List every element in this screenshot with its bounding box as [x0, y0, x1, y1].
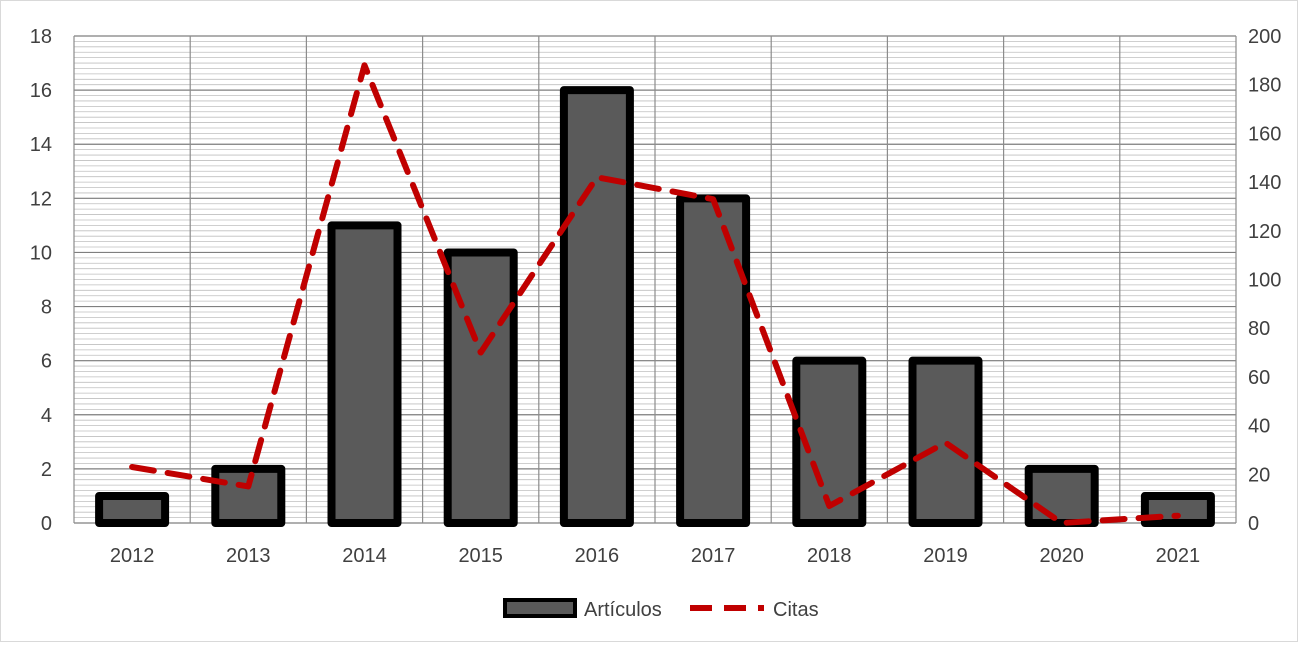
left-y-tick-label: 6 — [41, 351, 52, 373]
left-y-axis: 0 2 4 6 8 10 12 14 16 18 — [30, 26, 52, 535]
bar-articulos-2020[interactable] — [1024, 464, 1099, 527]
left-y-tick-label: 2 — [41, 459, 52, 481]
right-y-tick-label: 140 — [1248, 172, 1281, 194]
x-tick-label: 2012 — [110, 545, 155, 567]
legend-item-articulos[interactable]: Artículos — [503, 598, 662, 621]
left-y-tick-label: 14 — [30, 134, 52, 156]
right-y-tick-label: 200 — [1248, 26, 1281, 48]
x-tick-label: 2018 — [807, 545, 852, 567]
left-y-tick-label: 4 — [41, 405, 52, 427]
left-y-tick-label: 18 — [30, 26, 52, 48]
bar-articulos-2013[interactable] — [211, 464, 286, 527]
legend: Artículos Citas — [503, 598, 819, 621]
right-y-tick-label: 20 — [1248, 464, 1270, 486]
bar-articulos-2014[interactable] — [327, 221, 402, 527]
left-y-tick-label: 12 — [30, 188, 52, 210]
right-y-tick-label: 180 — [1248, 75, 1281, 97]
right-y-tick-label: 80 — [1248, 318, 1270, 340]
right-y-axis: 0 20 40 60 80 100 120 140 160 180 200 — [1248, 26, 1281, 535]
legend-swatch-articulos — [503, 598, 577, 618]
legend-item-citas[interactable]: Citas — [690, 599, 819, 621]
right-y-tick-label: 100 — [1248, 270, 1281, 292]
x-tick-label: 2013 — [226, 545, 271, 567]
x-tick-label: 2021 — [1156, 545, 1201, 567]
left-y-tick-label: 8 — [41, 297, 52, 319]
x-tick-label: 2020 — [1039, 545, 1084, 567]
right-y-tick-label: 40 — [1248, 416, 1270, 438]
right-y-tick-label: 0 — [1248, 513, 1259, 535]
bar-articulos-2017[interactable] — [676, 194, 751, 527]
left-y-tick-label: 16 — [30, 80, 52, 102]
x-tick-label: 2016 — [575, 545, 620, 567]
right-y-tick-label: 160 — [1248, 123, 1281, 145]
legend-label-articulos: Artículos — [584, 599, 662, 621]
x-tick-label: 2017 — [691, 545, 736, 567]
x-tick-label: 2014 — [342, 545, 387, 567]
x-tick-label: 2015 — [458, 545, 503, 567]
legend-label-citas: Citas — [773, 599, 819, 621]
line-citas[interactable] — [129, 62, 1181, 526]
x-axis: 2012 2013 2014 2015 2016 2017 2018 2019 2020 2021 — [110, 545, 1200, 567]
bar-articulos-2012[interactable] — [95, 491, 170, 528]
right-y-tick-label: 60 — [1248, 367, 1270, 389]
bar-articulos-2016[interactable] — [559, 86, 634, 527]
left-y-tick-label: 0 — [41, 513, 52, 535]
left-y-tick-label: 10 — [30, 242, 52, 264]
citas-line-series — [129, 62, 1181, 526]
x-tick-label: 2019 — [923, 545, 968, 567]
right-y-tick-label: 120 — [1248, 221, 1281, 243]
